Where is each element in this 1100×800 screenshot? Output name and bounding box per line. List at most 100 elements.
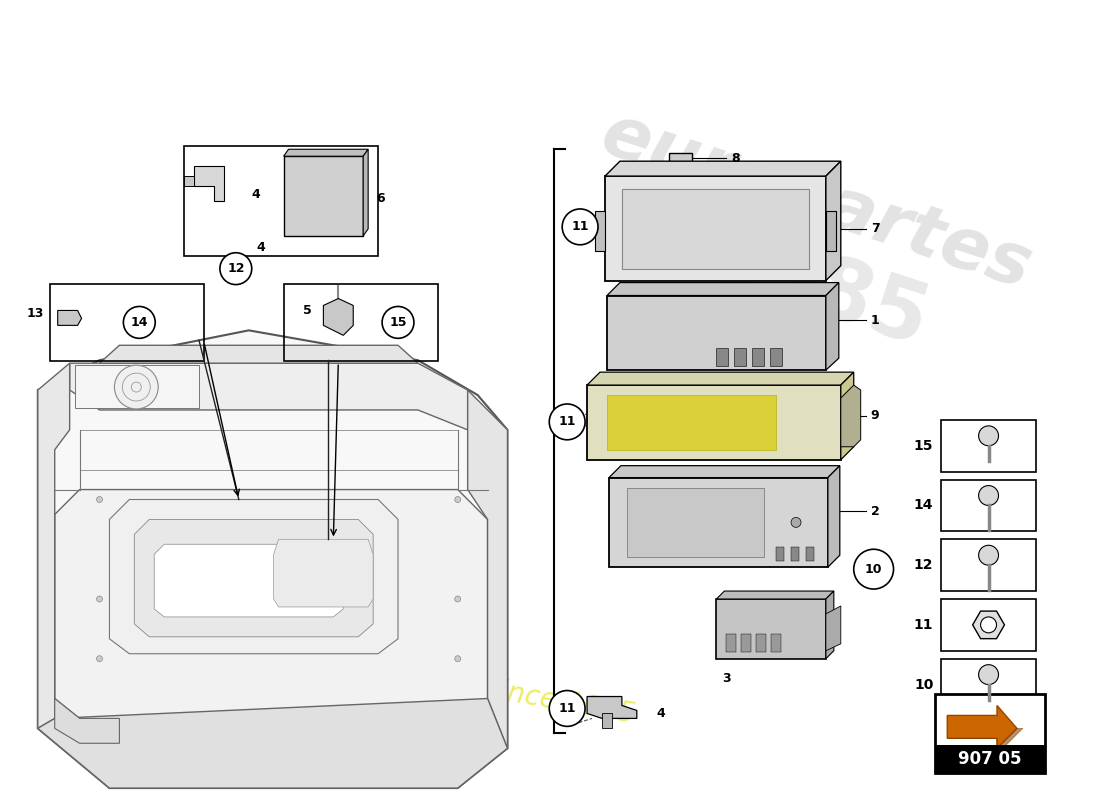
Text: 15: 15 bbox=[914, 438, 933, 453]
Text: a passion for parts since 1985: a passion for parts since 1985 bbox=[219, 628, 637, 729]
Polygon shape bbox=[57, 310, 81, 326]
Polygon shape bbox=[184, 176, 194, 186]
Polygon shape bbox=[194, 166, 224, 201]
Polygon shape bbox=[826, 591, 834, 658]
Bar bbox=[942, 599, 1036, 650]
Circle shape bbox=[114, 365, 158, 409]
Bar bbox=[756, 634, 767, 652]
Circle shape bbox=[97, 497, 102, 502]
Text: 1985: 1985 bbox=[693, 216, 938, 365]
Circle shape bbox=[454, 497, 461, 502]
Bar bbox=[726, 634, 736, 652]
Polygon shape bbox=[55, 698, 120, 743]
Circle shape bbox=[854, 550, 893, 589]
Bar bbox=[771, 634, 781, 652]
Polygon shape bbox=[627, 487, 764, 558]
Bar bbox=[942, 420, 1036, 472]
Polygon shape bbox=[826, 606, 840, 650]
Text: 12: 12 bbox=[227, 262, 244, 275]
Polygon shape bbox=[607, 295, 826, 370]
Text: 10: 10 bbox=[914, 678, 933, 691]
Polygon shape bbox=[468, 390, 507, 748]
Polygon shape bbox=[134, 519, 373, 637]
Polygon shape bbox=[284, 150, 368, 156]
Text: 4: 4 bbox=[256, 242, 265, 254]
Bar bbox=[716, 348, 728, 366]
Polygon shape bbox=[363, 150, 368, 236]
Bar bbox=[735, 348, 746, 366]
Circle shape bbox=[979, 546, 999, 565]
Circle shape bbox=[97, 656, 102, 662]
Text: 11: 11 bbox=[914, 618, 933, 632]
Polygon shape bbox=[323, 298, 353, 335]
Text: 11: 11 bbox=[571, 220, 588, 234]
Polygon shape bbox=[840, 385, 860, 446]
Text: 5: 5 bbox=[304, 304, 312, 317]
Polygon shape bbox=[37, 363, 69, 728]
Circle shape bbox=[549, 404, 585, 440]
Bar bbox=[752, 348, 764, 366]
Polygon shape bbox=[826, 282, 839, 370]
Circle shape bbox=[454, 596, 461, 602]
Polygon shape bbox=[605, 176, 826, 281]
Polygon shape bbox=[607, 282, 839, 295]
Polygon shape bbox=[595, 211, 605, 250]
Bar bbox=[942, 480, 1036, 531]
Circle shape bbox=[980, 617, 997, 633]
Text: 14: 14 bbox=[914, 498, 933, 513]
Text: 4: 4 bbox=[657, 707, 665, 720]
Polygon shape bbox=[716, 591, 834, 599]
Polygon shape bbox=[37, 330, 507, 788]
Bar bbox=[50, 283, 204, 361]
Text: 11: 11 bbox=[559, 702, 576, 715]
Text: 13: 13 bbox=[26, 307, 44, 320]
Text: 15: 15 bbox=[389, 316, 407, 329]
Bar bbox=[935, 694, 1045, 773]
Polygon shape bbox=[75, 365, 199, 408]
Circle shape bbox=[382, 306, 414, 338]
Text: 4: 4 bbox=[252, 187, 261, 201]
Text: 2: 2 bbox=[871, 505, 879, 518]
Polygon shape bbox=[609, 466, 839, 478]
Text: 1: 1 bbox=[871, 314, 879, 327]
Polygon shape bbox=[972, 611, 1004, 638]
Polygon shape bbox=[587, 385, 840, 460]
Bar bbox=[770, 348, 782, 366]
Text: 10: 10 bbox=[865, 562, 882, 576]
Circle shape bbox=[123, 306, 155, 338]
Bar bbox=[935, 746, 1045, 773]
Bar bbox=[806, 547, 814, 561]
Polygon shape bbox=[587, 372, 854, 385]
Polygon shape bbox=[826, 161, 840, 281]
Bar bbox=[942, 658, 1036, 710]
Bar bbox=[791, 547, 799, 561]
Text: 6: 6 bbox=[376, 191, 385, 205]
Polygon shape bbox=[607, 395, 777, 450]
Polygon shape bbox=[669, 154, 692, 163]
Circle shape bbox=[97, 596, 102, 602]
Circle shape bbox=[979, 486, 999, 506]
Polygon shape bbox=[828, 466, 839, 567]
Circle shape bbox=[562, 209, 598, 245]
Text: 12: 12 bbox=[914, 558, 933, 572]
Polygon shape bbox=[840, 372, 854, 460]
Text: 9: 9 bbox=[871, 410, 879, 422]
Polygon shape bbox=[609, 478, 828, 567]
Polygon shape bbox=[37, 698, 507, 788]
Text: europartes: europartes bbox=[592, 99, 1040, 303]
Text: 8: 8 bbox=[732, 152, 740, 165]
Polygon shape bbox=[605, 161, 840, 176]
Bar bbox=[777, 547, 784, 561]
Polygon shape bbox=[716, 599, 826, 658]
Circle shape bbox=[791, 518, 801, 527]
Polygon shape bbox=[947, 706, 1016, 748]
Bar bbox=[184, 146, 378, 256]
Bar bbox=[942, 539, 1036, 591]
Text: 3: 3 bbox=[722, 672, 730, 685]
Polygon shape bbox=[602, 714, 612, 728]
Circle shape bbox=[979, 426, 999, 446]
Polygon shape bbox=[947, 728, 1023, 748]
Text: 14: 14 bbox=[131, 316, 149, 329]
Polygon shape bbox=[587, 697, 637, 718]
Polygon shape bbox=[69, 363, 468, 430]
